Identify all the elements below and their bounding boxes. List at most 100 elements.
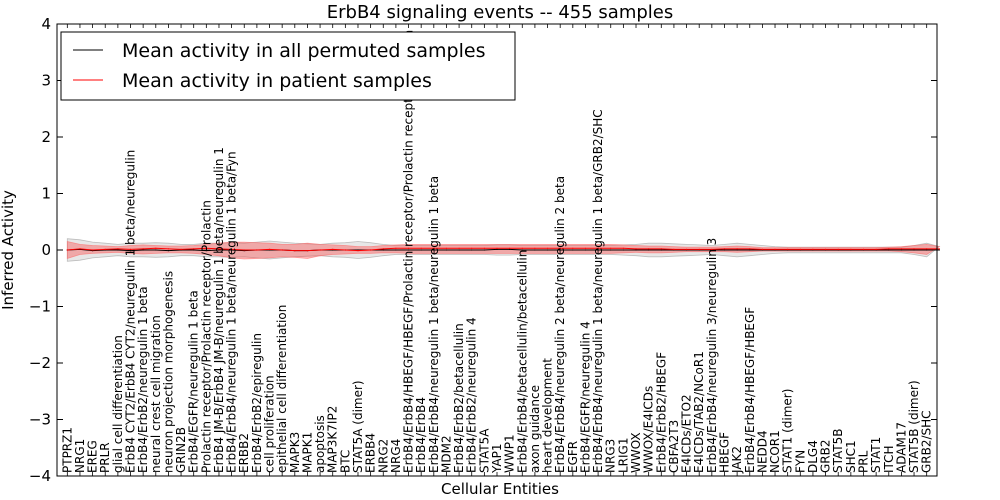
- point-series-0-52: [723, 249, 726, 251]
- point-series-1-69: [938, 248, 940, 250]
- category-label: EGFR: [566, 441, 580, 473]
- category-label: MAPK3: [288, 432, 302, 473]
- point-series-1-63: [862, 248, 865, 250]
- category-label: NEDD4: [755, 430, 769, 473]
- category-label: MAPK1: [300, 432, 314, 473]
- y-tick-label: −4: [29, 467, 51, 485]
- line-series-1: [67, 247, 940, 252]
- point-series-1-20: [319, 249, 321, 251]
- point-series-1-53: [736, 248, 738, 250]
- point-series-0-5: [129, 250, 132, 252]
- y-axis-ticks: −4 −3 −2 −1 0 1 2 3 4: [29, 15, 937, 485]
- point-series-0-4: [117, 249, 119, 251]
- point-series-1-49: [686, 248, 688, 250]
- category-label: epithelial cell differentiation: [275, 305, 289, 473]
- point-series-0-54: [749, 249, 751, 251]
- point-series-0-26: [395, 249, 397, 251]
- point-series-1-3: [104, 248, 106, 250]
- category-label: ErbB4/ErbB2/neuregulin 1 beta: [136, 286, 150, 473]
- point-series-0-66: [900, 249, 903, 251]
- x-axis-title: Cellular Entities: [441, 480, 559, 498]
- point-series-1-21: [332, 248, 334, 250]
- point-series-1-55: [761, 248, 764, 250]
- category-label: ErbB4/ErbB4/betacellulin/betacellulin: [515, 250, 529, 473]
- point-series-0-39: [559, 249, 561, 251]
- category-label: ErbB4/EGFR/neuregulin 1 beta: [187, 290, 201, 473]
- point-series-1-1: [79, 248, 81, 250]
- point-series-1-11: [205, 247, 207, 249]
- point-series-1-44: [622, 247, 625, 249]
- point-series-0-42: [597, 249, 599, 251]
- category-label: ErbB4/ErbB2/betacellulin: [452, 323, 466, 473]
- point-series-1-51: [711, 248, 713, 250]
- legend-label-permuted: Mean activity in all permuted samples: [122, 40, 485, 62]
- point-series-0-27: [407, 249, 410, 251]
- point-series-1-65: [888, 248, 890, 250]
- category-label: CBFA2T3: [667, 420, 681, 473]
- point-series-1-30: [445, 247, 447, 249]
- category-label: STAT1: [869, 437, 883, 473]
- category-label: Prolactin receptor/Prolactin receptor/Pr…: [199, 200, 213, 473]
- category-label: YAP1: [490, 444, 504, 474]
- point-series-1-15: [256, 249, 258, 251]
- point-series-0-32: [471, 249, 473, 251]
- category-label: WWOX/E4ICDs: [642, 386, 656, 473]
- category-label: ErbB4/ErbB2/HBEGF: [654, 352, 668, 473]
- point-series-1-33: [483, 247, 485, 249]
- category-label: heart development: [541, 358, 555, 473]
- category-label: ErbB4/EGFR/neuregulin 4: [579, 321, 593, 473]
- point-series-1-13: [231, 248, 233, 250]
- point-series-1-22: [344, 249, 346, 251]
- point-series-1-18: [294, 250, 296, 252]
- point-series-1-29: [433, 247, 435, 249]
- point-series-1-67: [913, 248, 915, 250]
- point-series-0-38: [547, 249, 549, 251]
- point-series-0-8: [167, 250, 169, 252]
- category-label: ErbB4/ErbB4/neuregulin 1 beta/neuregulin…: [591, 109, 605, 473]
- y-tick-label: −1: [29, 298, 51, 316]
- point-series-0-36: [521, 249, 523, 251]
- point-series-1-26: [395, 247, 397, 249]
- point-series-1-16: [268, 248, 271, 250]
- category-label: ErbB4/ErbB4/neuregulin 3/neuregulin 3: [705, 238, 719, 473]
- category-label: GRIN2B: [174, 427, 188, 473]
- point-series-0-43: [610, 249, 612, 251]
- point-series-1-66: [900, 248, 903, 250]
- point-series-1-61: [837, 248, 839, 250]
- category-label: PRL: [857, 450, 871, 473]
- point-series-0-12: [218, 249, 220, 251]
- point-series-1-12: [218, 248, 220, 250]
- point-series-1-9: [180, 248, 182, 250]
- point-series-1-42: [597, 247, 599, 249]
- category-label: neural crest cell migration: [149, 315, 163, 473]
- category-label: MAP3K7IP2: [326, 406, 340, 473]
- category-label: STAT1 (dimer): [781, 389, 795, 473]
- point-series-0-7: [155, 249, 157, 251]
- category-label: ErbB4/ErbB4: [414, 397, 428, 473]
- category-label: ERBB4: [364, 433, 378, 473]
- category-label: MDM2: [439, 435, 453, 473]
- category-label: ERBB2: [237, 433, 251, 473]
- point-series-0-37: [534, 249, 536, 251]
- point-series-1-31: [458, 247, 460, 249]
- category-label: JAK2: [730, 446, 744, 474]
- category-label: ErbB4/ErbB2/neuregulin 4: [465, 317, 479, 473]
- x-axis-ticks: [66, 24, 928, 476]
- y-tick-label: −2: [29, 354, 51, 372]
- point-series-1-34: [496, 247, 498, 249]
- category-label: LRIG1: [616, 438, 630, 474]
- chart-title: ErbB4 signaling events -- 455 samples: [327, 2, 674, 23]
- category-label: SHC1: [844, 440, 858, 473]
- y-tick-label: 4: [41, 15, 51, 33]
- point-series-0-34: [496, 248, 498, 250]
- point-series-1-8: [167, 248, 169, 250]
- category-label: apoptosis: [313, 415, 327, 473]
- point-series-1-17: [281, 249, 283, 251]
- y-tick-label: 3: [41, 72, 51, 90]
- category-label: PRLR: [98, 442, 112, 473]
- point-series-1-7: [155, 247, 157, 249]
- point-series-1-62: [850, 248, 852, 250]
- band-series-1: [66, 240, 941, 260]
- point-series-1-32: [471, 247, 473, 249]
